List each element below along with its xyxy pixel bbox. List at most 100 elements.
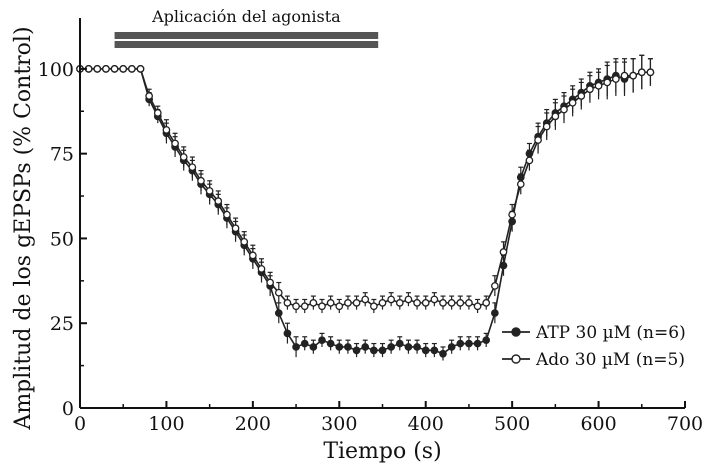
data-point [404,295,413,304]
data-point [378,346,387,355]
data-point [378,299,387,307]
data-point [491,309,499,317]
data-point [413,299,421,307]
data-point [335,302,344,311]
data-point [274,288,283,297]
data-point [430,346,439,355]
y-tick-label: 0 [62,398,74,420]
data-point [491,282,499,290]
data-point [223,210,231,219]
data-point [370,346,378,355]
data-point [153,109,162,117]
data-point [300,339,309,348]
data-point [612,75,620,83]
data-point [266,278,274,287]
data-point [594,81,603,90]
data-point [560,105,568,114]
data-point [577,92,586,100]
y-axis-title: Amplitud de los gEPSPs (% Control) [11,26,36,430]
application-bar-label: Aplicación del agonista [151,7,341,26]
legend-marker [511,354,521,364]
y-tick-label: 50 [50,228,74,250]
plot-area: Aplicación del agonista 0 100 200 300 400 500… [11,7,703,464]
data-point [171,139,179,148]
axes: 0 100 200 300 400 500 600 700 0 25 50 75 100 [38,18,703,435]
y-axis-ticks: 0 25 50 75 100 [38,59,87,420]
data-point [326,339,335,348]
data-point [370,302,378,311]
x-tick-label: 500 [494,413,530,435]
data-point [145,92,153,100]
data-point [361,343,370,351]
data-point [110,65,119,73]
data-point [456,299,465,307]
series-2 [76,54,655,314]
data-point [439,349,447,358]
data-point [395,299,404,307]
x-tick-label: 300 [321,413,357,435]
data-point [283,329,292,338]
y-tick-label: 25 [50,313,74,335]
data-point [292,302,300,311]
x-tick-label: 400 [408,413,444,435]
data-point [240,237,249,246]
data-point [309,299,318,307]
data-point [482,299,491,307]
application-bar-stripe-bottom [114,41,379,48]
data-point [136,65,145,73]
data-point [335,343,344,351]
x-axis-title: Tiempo (s) [323,439,441,464]
series-layer [76,54,655,361]
data-point [525,156,534,165]
data-point [102,65,110,73]
data-point [344,299,352,307]
data-point [473,339,482,348]
x-tick-label: 200 [235,413,271,435]
data-point [516,180,525,189]
data-point [179,153,188,161]
data-point [551,112,560,121]
data-point [352,346,361,355]
data-point [395,339,404,348]
data-point [603,78,612,87]
data-point [447,343,456,351]
data-point [465,299,473,307]
data-point [283,299,292,307]
x-tick-label: 600 [580,413,616,435]
data-point [456,339,465,348]
data-point [128,65,136,73]
x-tick-label: 100 [148,413,184,435]
data-point [387,343,395,351]
data-point [352,299,361,307]
data-point [197,176,205,185]
data-point [508,210,516,219]
data-point [646,68,655,77]
agonist-application-bar: Aplicación del agonista [114,7,379,48]
data-point [309,343,318,351]
data-point [387,295,395,304]
series-1 [76,54,655,361]
y-tick-label: 75 [50,144,74,166]
data-point [344,343,352,351]
data-point [620,71,629,80]
data-point [465,339,473,348]
data-point [637,68,646,77]
data-point [361,295,370,304]
data-point [629,71,637,80]
data-point [482,336,491,345]
data-point [300,302,309,311]
x-tick-label: 700 [667,413,703,435]
data-point [274,309,283,317]
data-point [413,343,421,351]
x-axis-ticks: 0 100 200 300 400 500 600 700 [74,401,703,435]
legend-item-2: Ado 30 µM (n=5) [502,350,685,370]
data-point [162,126,171,134]
data-point [119,65,128,73]
data-point [542,122,551,131]
legend-item-1: ATP 30 µM (n=6) [502,323,686,343]
data-point [231,224,240,233]
data-point [499,248,508,256]
data-point [326,299,335,307]
data-point [439,299,447,307]
